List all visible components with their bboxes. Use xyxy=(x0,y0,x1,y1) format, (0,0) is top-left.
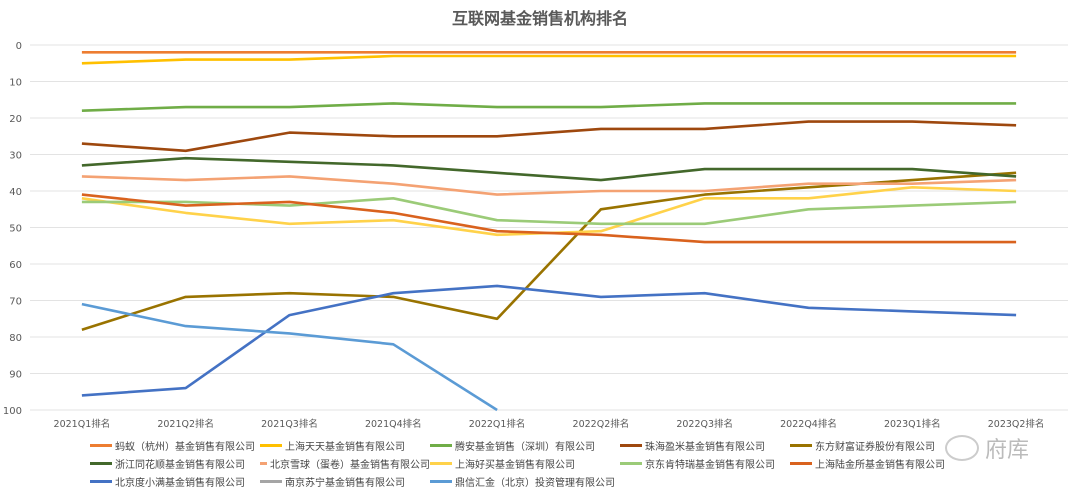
legend-swatch xyxy=(90,461,112,465)
legend-label: 南京苏宁基金销售有限公司 xyxy=(285,477,405,489)
legend-swatch xyxy=(260,479,282,483)
series-line xyxy=(81,156,1017,182)
legend-swatch xyxy=(790,443,812,447)
legend-label: 浙江同花顺基金销售有限公司 xyxy=(115,459,245,471)
series-line xyxy=(81,171,1017,331)
x-tick-label: 2022Q4排名 xyxy=(780,418,837,430)
legend-label: 珠海盈米基金销售有限公司 xyxy=(645,441,765,453)
watermark-text: 府库 xyxy=(985,438,1030,463)
x-tick-label: 2021Q2排名 xyxy=(157,418,214,430)
y-tick-label: 90 xyxy=(9,370,22,381)
legend-swatch xyxy=(260,443,282,447)
legend-item: 上海陆金所基金销售有限公司 xyxy=(790,456,960,471)
series-line xyxy=(81,197,1017,226)
y-tick-label: 100 xyxy=(3,406,22,417)
series-line xyxy=(81,284,1017,397)
x-tick-label: 2022Q1排名 xyxy=(469,418,526,430)
y-tick-label: 20 xyxy=(9,114,22,125)
legend-swatch xyxy=(90,479,112,483)
x-tick-label: 2022Q3排名 xyxy=(676,418,733,430)
line-chart: 互联网基金销售机构排名 0 10 20 30 40 50 60 70 80 90 100 2021Q1… xyxy=(3,9,1068,430)
series-line xyxy=(81,102,1017,112)
x-tick-label: 2021Q4排名 xyxy=(365,418,422,430)
y-tick-label: 70 xyxy=(9,297,22,308)
legend-swatch xyxy=(260,461,267,465)
x-tick-label: 2023Q1排名 xyxy=(884,418,941,430)
legend-swatch xyxy=(430,461,452,465)
x-tick-label: 2023Q2排名 xyxy=(988,418,1045,430)
legend-label: 鼎信汇金（北京）投资管理有限公司 xyxy=(455,477,615,489)
series-line xyxy=(81,193,1017,244)
legend-swatch xyxy=(90,443,112,447)
legend: 蚂蚁（杭州）基金销售有限公司 上海天天基金销售有限公司 腾安基金销售（深圳）有限公司… xyxy=(90,438,990,489)
series-line xyxy=(81,175,1017,196)
legend-label: 上海天天基金销售有限公司 xyxy=(285,441,405,453)
legend-item: 蚂蚁（杭州）基金销售有限公司 xyxy=(90,438,260,453)
legend-label: 上海陆金所基金销售有限公司 xyxy=(815,459,945,471)
series-line xyxy=(81,54,1017,65)
legend-swatch xyxy=(620,461,642,465)
legend-swatch xyxy=(790,461,812,465)
y-tick-label: 60 xyxy=(9,260,22,271)
legend-label: 北京雪球（蛋卷）基金销售有限公司 xyxy=(270,459,430,471)
legend-item: 东方财富证券股份有限公司 xyxy=(790,438,960,453)
y-tick-label: 10 xyxy=(9,78,22,89)
legend-label: 腾安基金销售（深圳）有限公司 xyxy=(455,441,595,453)
legend-item: 京东肯特瑞基金销售有限公司 xyxy=(620,456,790,471)
legend-label: 上海好买基金销售有限公司 xyxy=(455,459,575,471)
legend-item: 北京雪球（蛋卷）基金销售有限公司 xyxy=(260,456,430,471)
legend-swatch xyxy=(430,443,452,447)
wechat-icon xyxy=(945,435,979,461)
legend-item: 南京苏宁基金销售有限公司 xyxy=(260,474,430,489)
legend-label: 北京度小满基金销售有限公司 xyxy=(115,477,245,489)
legend-label: 东方财富证券股份有限公司 xyxy=(815,441,935,453)
y-tick-label: 80 xyxy=(9,333,22,344)
legend-item: 北京度小满基金销售有限公司 xyxy=(90,474,260,489)
y-tick-label: 40 xyxy=(9,187,22,198)
x-tick-label: 2021Q3排名 xyxy=(261,418,318,430)
legend-label: 京东肯特瑞基金销售有限公司 xyxy=(645,459,775,471)
y-tick-label: 50 xyxy=(9,224,22,235)
legend-swatch xyxy=(430,479,452,483)
legend-label: 蚂蚁（杭州）基金销售有限公司 xyxy=(115,441,255,453)
x-tick-label: 2021Q1排名 xyxy=(54,418,111,430)
legend-item: 上海天天基金销售有限公司 xyxy=(260,438,430,453)
legend-item: 上海好买基金销售有限公司 xyxy=(430,456,620,471)
legend-item: 浙江同花顺基金销售有限公司 xyxy=(90,456,260,471)
y-tick-label: 30 xyxy=(9,151,22,162)
legend-swatch xyxy=(620,443,642,447)
chart-title: 互联网基金销售机构排名 xyxy=(452,9,628,28)
x-tick-label: 2022Q2排名 xyxy=(573,418,630,430)
y-tick-label: 0 xyxy=(16,41,22,52)
legend-item: 珠海盈米基金销售有限公司 xyxy=(620,438,790,453)
legend-item: 腾安基金销售（深圳）有限公司 xyxy=(430,438,620,453)
series-line xyxy=(81,302,498,412)
legend-item: 鼎信汇金（北京）投资管理有限公司 xyxy=(430,474,620,489)
series-line xyxy=(81,120,1017,153)
watermark: 府库 xyxy=(945,432,1029,464)
